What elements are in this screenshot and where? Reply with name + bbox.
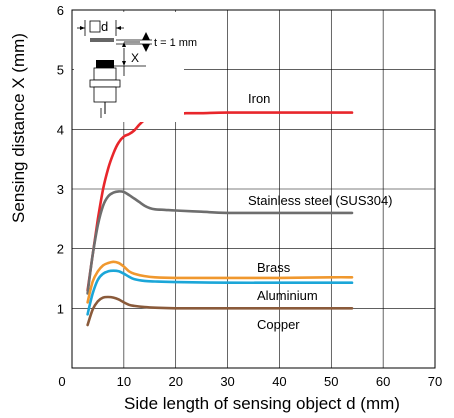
diagram-d-label: d <box>101 19 108 34</box>
x-tick-label: 20 <box>168 374 182 389</box>
series-lines <box>86 111 354 327</box>
y-tick-label: 3 <box>57 182 64 197</box>
series-label-iron: Iron <box>248 91 270 106</box>
x-tick-label: 10 <box>117 374 131 389</box>
x-tick-label: 50 <box>324 374 338 389</box>
y-tick-label: 5 <box>57 63 64 78</box>
diagram-background <box>74 12 184 122</box>
x-tick-label: 60 <box>376 374 390 389</box>
series-label-brass: Brass <box>257 260 291 275</box>
x-axis-title: Side length of sensing object d (mm) <box>124 394 400 413</box>
diagram-thickness-label: t = 1 mm <box>154 37 197 49</box>
series-line-stainless <box>86 190 354 295</box>
y-axis-title: Sensing distance X (mm) <box>9 33 28 223</box>
sensor-diagram: d t = 1 mm X <box>74 12 197 122</box>
diagram-x-label: X <box>131 51 139 65</box>
y-tick-label: 1 <box>57 301 64 316</box>
y-tick-label: 4 <box>57 122 64 137</box>
x-tick-label: 70 <box>428 374 442 389</box>
plot-frame <box>71 9 436 369</box>
series-line-aluminium <box>86 269 354 316</box>
target-plate <box>90 38 114 42</box>
series-line-brass <box>86 260 354 304</box>
tick-labels: 0 10 20 30 40 50 60 70 1 2 3 4 5 6 <box>57 3 442 389</box>
y-tick-label: 2 <box>57 242 64 257</box>
series-line-iron <box>86 111 354 292</box>
series-label-stainless: Stainless steel (SUS304) <box>248 193 393 208</box>
x-tick-label: 40 <box>272 374 286 389</box>
series-line-copper <box>86 295 354 327</box>
y-tick-label: 6 <box>57 3 64 18</box>
series-label-aluminium: Aluminium <box>257 288 318 303</box>
x-tick-label: 0 <box>58 374 65 389</box>
series-label-copper: Copper <box>257 317 300 332</box>
x-tick-label: 30 <box>220 374 234 389</box>
proximity-sensor-icon <box>89 60 121 118</box>
target-square-icon <box>89 20 101 33</box>
